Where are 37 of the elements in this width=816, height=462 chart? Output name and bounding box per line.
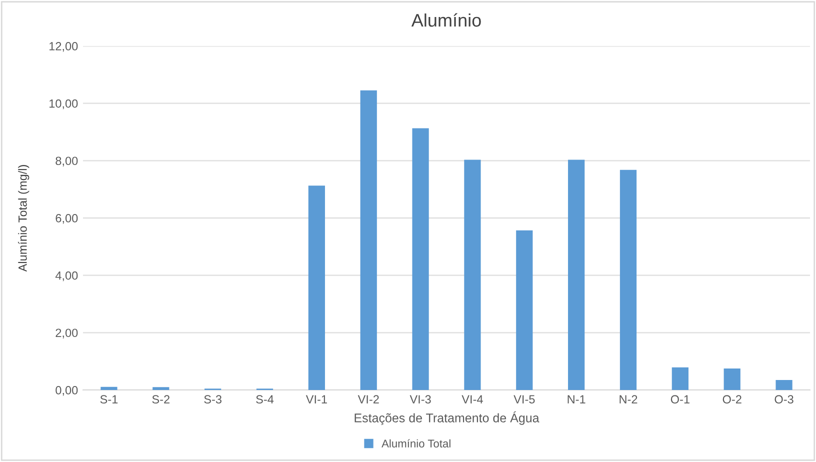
bar bbox=[724, 368, 740, 390]
bar bbox=[464, 160, 481, 390]
y-tick-label: 0,00 bbox=[56, 386, 78, 396]
y-tick-label: 10,00 bbox=[50, 99, 78, 110]
x-tick-label: S-3 bbox=[204, 395, 222, 404]
y-tick-label: 6,00 bbox=[56, 214, 78, 224]
x-tick-label: N-1 bbox=[568, 395, 586, 404]
bar bbox=[412, 128, 429, 390]
bar bbox=[620, 170, 637, 390]
y-tick-label: 12,00 bbox=[50, 42, 78, 52]
y-axis-title: Alumínio Total (mg/l) bbox=[18, 165, 30, 272]
x-tick-label: VI-3 bbox=[410, 395, 431, 404]
bar bbox=[308, 186, 325, 390]
x-tick-label: VI-2 bbox=[358, 395, 379, 404]
y-tick-label: 2,00 bbox=[56, 328, 78, 338]
x-tick-label: VI-1 bbox=[306, 395, 327, 404]
legend-label: Alumínio Total bbox=[382, 439, 450, 448]
y-tick-label: 4,00 bbox=[55, 271, 78, 282]
x-tick-label: VI-4 bbox=[462, 395, 483, 404]
x-tick-label: O-3 bbox=[774, 395, 794, 404]
x-tick-label: O-1 bbox=[670, 395, 690, 404]
x-tick-label: O-2 bbox=[722, 395, 742, 404]
bar bbox=[152, 387, 170, 390]
bar bbox=[776, 380, 792, 390]
x-tick-label: N-2 bbox=[620, 395, 638, 404]
chart-title: Alumínio bbox=[411, 13, 481, 27]
x-tick-label: S-1 bbox=[100, 395, 118, 404]
x-axis-title: Estações de Tratamento de Água bbox=[354, 411, 540, 425]
x-tick-label: S-4 bbox=[256, 395, 274, 404]
bar bbox=[100, 386, 118, 390]
x-tick-label: S-2 bbox=[152, 395, 170, 404]
bar bbox=[568, 160, 585, 390]
y-tick-label: 8,00 bbox=[56, 156, 78, 166]
bar bbox=[672, 367, 688, 390]
bar bbox=[516, 230, 533, 390]
x-tick-label: VI-5 bbox=[514, 395, 535, 404]
bar bbox=[360, 90, 377, 390]
